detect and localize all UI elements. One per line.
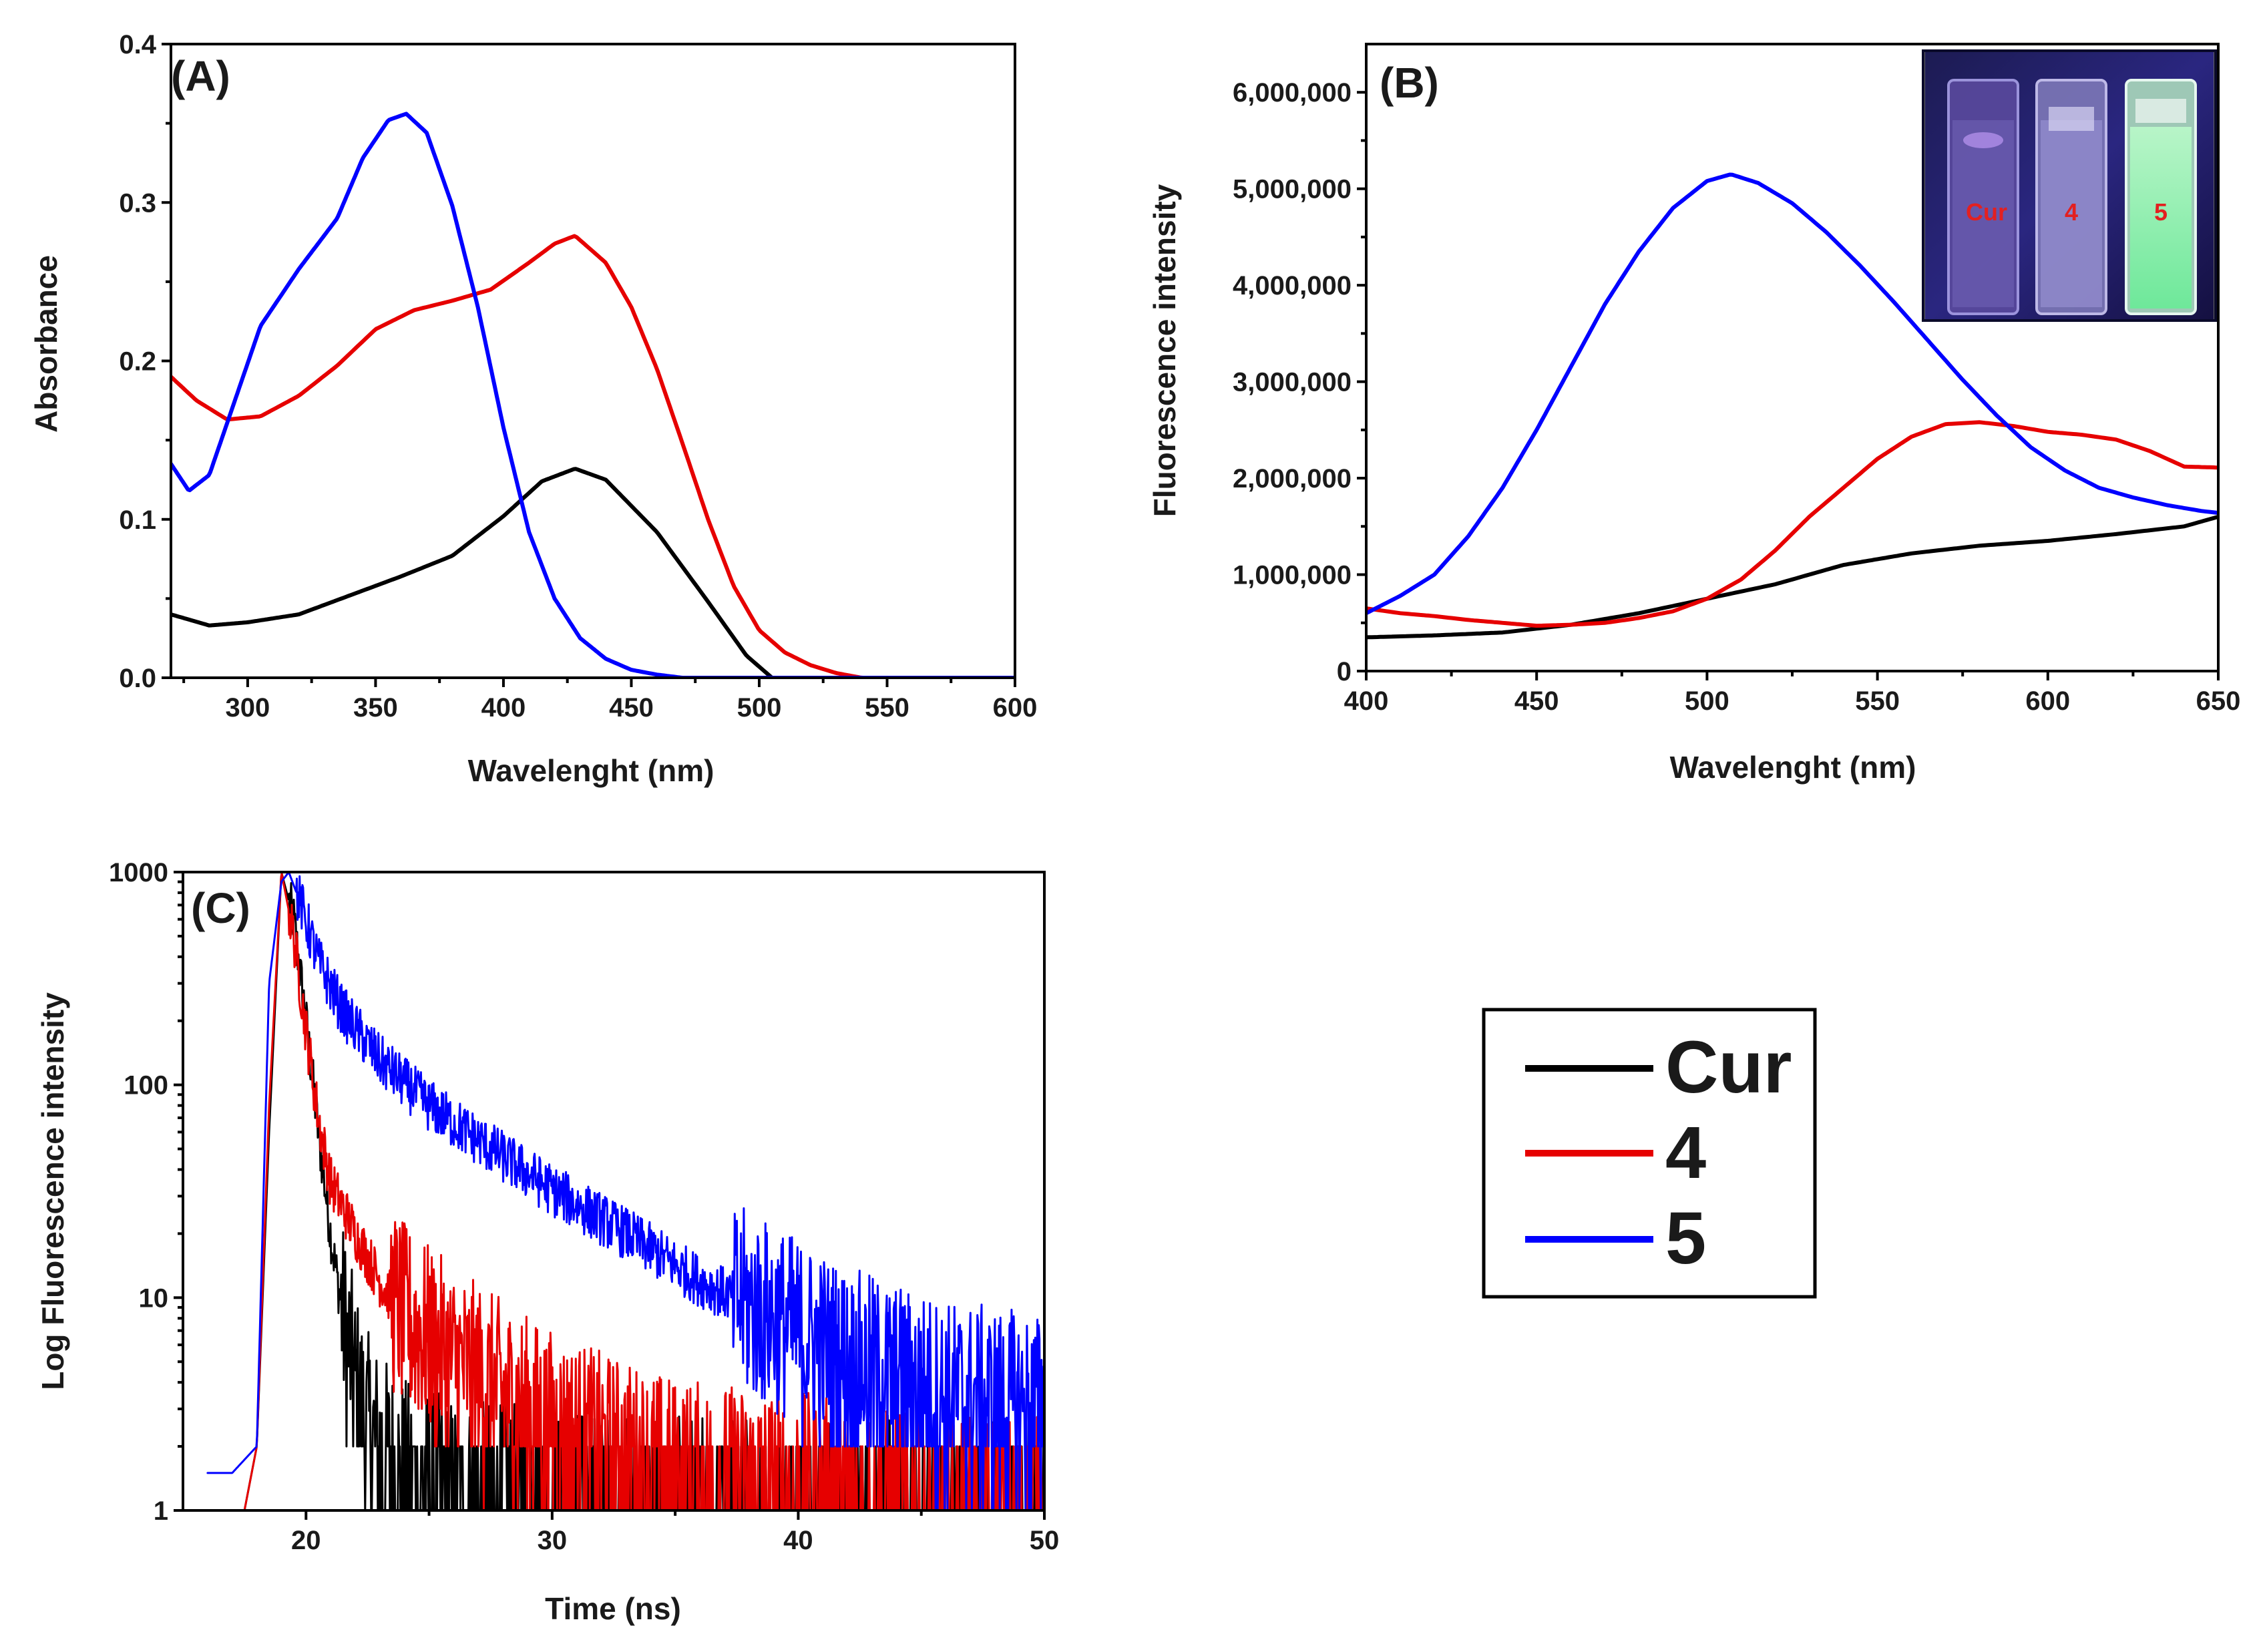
y-tick-label: 6,000,000 bbox=[1233, 78, 1352, 108]
x-tick-label: 30 bbox=[538, 1526, 568, 1555]
y-tick-label: 1,000,000 bbox=[1233, 561, 1352, 590]
panel-c-series bbox=[206, 872, 1044, 1510]
y-tick-label: 3,000,000 bbox=[1233, 368, 1352, 397]
panel-a-frame bbox=[170, 43, 1016, 679]
series-line-5 bbox=[171, 112, 1015, 678]
panel-b-x-ticks: 400 450 500 550 600 650 bbox=[1344, 671, 2241, 716]
x-tick-label: 50 bbox=[1030, 1526, 1060, 1555]
x-tick-label: 600 bbox=[993, 693, 1038, 722]
series-line-cur bbox=[1366, 514, 2218, 640]
panel-a-x-ticks: 300 350 400 450 500 550 600 bbox=[182, 678, 1038, 722]
panel-c: 20 30 40 50 1 10 100 1000 (C) Time (ns) Log Fl… bbox=[35, 858, 1059, 1626]
panel-c-x-ticks: 20 30 40 50 bbox=[291, 1510, 1059, 1555]
panel-b-y-axis-label: Fluorescence intensity bbox=[1147, 184, 1182, 517]
y-tick-label: 0.4 bbox=[119, 30, 156, 59]
legend: Cur 4 5 bbox=[1482, 1008, 1817, 1299]
panel-a-y-ticks: 0.0 0.1 0.2 0.3 0.4 bbox=[119, 30, 171, 693]
series-line-4 bbox=[1366, 420, 2218, 628]
x-tick-label: 350 bbox=[353, 693, 398, 722]
x-tick-label: 450 bbox=[1514, 686, 1559, 716]
y-tick-label: 0.1 bbox=[119, 505, 156, 535]
panel-c-y-axis-label: Log Fluorescence intensity bbox=[35, 992, 70, 1390]
y-tick-label: 2,000,000 bbox=[1233, 464, 1352, 493]
series-line-cur bbox=[243, 872, 1044, 1510]
panel-a: 300 350 400 450 500 550 600 0.0 0.1 0.2 0.3 0.4 (A… bbox=[29, 30, 1037, 788]
panel-c-label: (C) bbox=[191, 884, 250, 932]
y-tick-label: 1000 bbox=[109, 858, 168, 887]
cuvette-5 bbox=[2125, 79, 2197, 315]
panel-c-x-axis-label: Time (ns) bbox=[545, 1591, 681, 1626]
y-tick-label: 0.0 bbox=[119, 664, 156, 693]
panel-a-x-axis-label: Wavelenght (nm) bbox=[468, 753, 714, 788]
panel-a-label: (A) bbox=[171, 52, 230, 100]
series-line-4 bbox=[243, 873, 1044, 1510]
legend-label-cur: Cur bbox=[1665, 1026, 1792, 1108]
y-tick-label: 0 bbox=[1337, 657, 1352, 686]
panel-b-x-axis-label: Wavelenght (nm) bbox=[1670, 750, 1916, 785]
legend-label-4: 4 bbox=[1665, 1112, 1706, 1194]
y-tick-label: 5,000,000 bbox=[1233, 175, 1352, 204]
inset-label-5: 5 bbox=[2154, 198, 2168, 226]
x-tick-label: 500 bbox=[1685, 686, 1729, 716]
y-tick-label: 100 bbox=[124, 1071, 168, 1100]
x-tick-label: 20 bbox=[291, 1526, 321, 1555]
y-tick-label: 1 bbox=[154, 1496, 168, 1526]
x-tick-label: 500 bbox=[737, 693, 782, 722]
x-tick-label: 550 bbox=[1855, 686, 1900, 716]
x-tick-label: 400 bbox=[1344, 686, 1389, 716]
x-tick-label: 40 bbox=[783, 1526, 813, 1555]
cuvette-cur bbox=[1947, 79, 2019, 315]
legend-label-5: 5 bbox=[1665, 1197, 1706, 1279]
inset-cuvette-photo: Cur 4 5 bbox=[1922, 49, 2217, 322]
inset-label-cur: Cur bbox=[1966, 198, 2007, 226]
y-tick-label: 4,000,000 bbox=[1233, 271, 1352, 300]
panel-b: 400 450 500 550 600 650 0 1,000,000 2,000,000 3,… bbox=[1147, 43, 2241, 785]
y-tick-label: 0.2 bbox=[119, 347, 156, 377]
cuvette-4 bbox=[2035, 79, 2107, 315]
panel-c-frame bbox=[182, 871, 1046, 1512]
x-tick-label: 300 bbox=[226, 693, 270, 722]
x-tick-label: 400 bbox=[481, 693, 526, 722]
x-tick-label: 450 bbox=[609, 693, 654, 722]
x-tick-label: 650 bbox=[2196, 686, 2241, 716]
panel-a-y-axis-label: Absorbance bbox=[29, 255, 63, 433]
panel-a-series bbox=[171, 112, 1015, 678]
series-line-4 bbox=[171, 234, 1015, 678]
panel-b-series bbox=[1366, 172, 2218, 640]
panel-b-y-ticks: 0 1,000,000 2,000,000 3,000,000 4,000,000 5,0… bbox=[1233, 78, 1366, 686]
panel-c-y-ticks: 1 10 100 1000 bbox=[109, 858, 183, 1526]
series-line-5 bbox=[206, 872, 1044, 1510]
x-tick-label: 600 bbox=[2025, 686, 2070, 716]
y-tick-label: 0.3 bbox=[119, 188, 156, 218]
series-line-5 bbox=[1366, 172, 2218, 616]
x-tick-label: 550 bbox=[865, 693, 909, 722]
series-line-cur bbox=[171, 467, 1015, 678]
y-tick-label: 10 bbox=[139, 1283, 169, 1313]
inset-label-4: 4 bbox=[2065, 198, 2078, 226]
panel-b-label: (B) bbox=[1380, 59, 1439, 107]
